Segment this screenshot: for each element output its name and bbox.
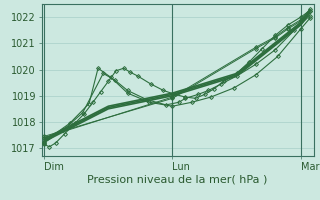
X-axis label: Pression niveau de la mer( hPa ): Pression niveau de la mer( hPa ): [87, 174, 268, 184]
